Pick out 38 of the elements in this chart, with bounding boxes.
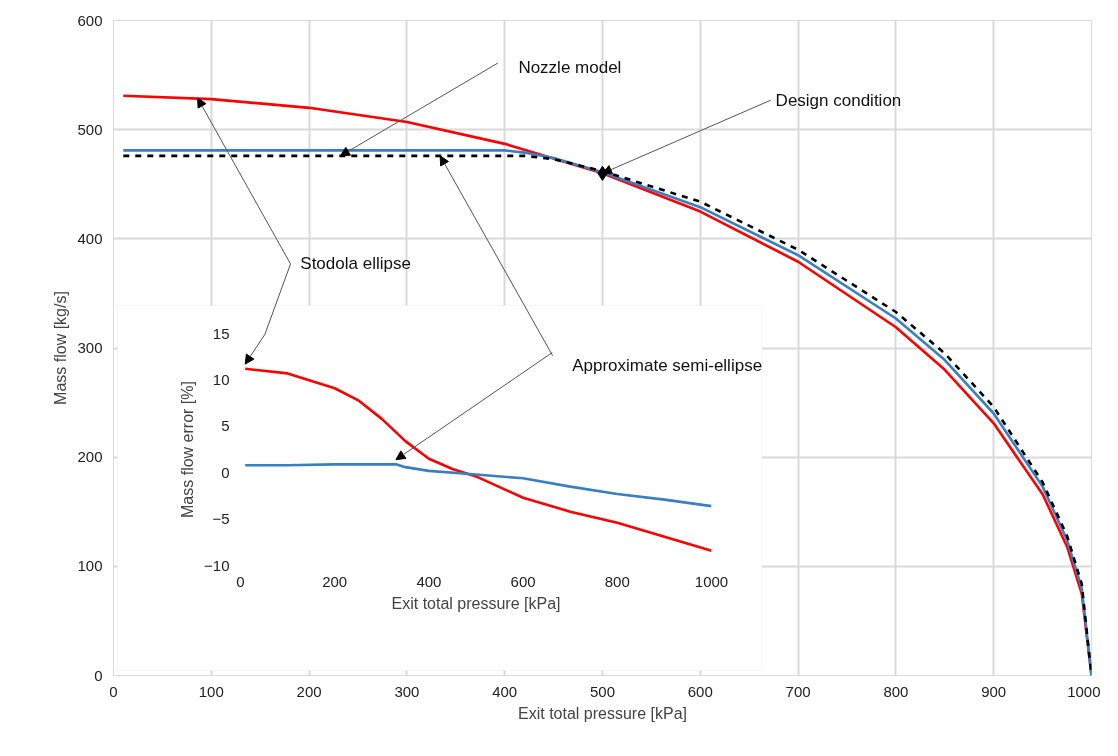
x-tick-label: 800 [883, 682, 909, 700]
x-tick-label: 400 [416, 572, 442, 590]
x-tick-label: 1000 [1067, 682, 1101, 700]
y-axis-title: Mass flow error [%] [179, 381, 197, 518]
x-tick-label: 1000 [694, 572, 729, 590]
x-tick-label: 900 [981, 682, 1007, 700]
x-tick-label: 200 [296, 682, 322, 700]
y-tick-label: 15 [212, 324, 230, 342]
x-tick-label: 300 [394, 682, 420, 700]
x-tick-label: 600 [510, 572, 536, 590]
y-tick-label: −5 [212, 510, 230, 528]
x-tick-label: 500 [589, 682, 616, 700]
x-tick-label: 700 [785, 682, 811, 700]
x-tick-label: 600 [687, 682, 713, 700]
annotation: Approximate semi-ellipse [572, 355, 763, 375]
line-series [243, 463, 712, 508]
y-tick-label: 0 [94, 666, 103, 684]
y-tick-label: 0 [221, 463, 230, 481]
annotation: Stodola ellipse [300, 254, 411, 274]
x-tick-label: 200 [322, 572, 348, 590]
x-axis-title: Exit total pressure [kPa] [391, 594, 561, 612]
y-tick-label: 100 [77, 557, 103, 575]
x-tick-label: 800 [604, 572, 630, 590]
y-tick-label: 300 [77, 339, 103, 356]
annotation: Nozzle model [518, 57, 622, 77]
x-tick-label: 0 [236, 572, 245, 590]
y-tick-label: 400 [77, 229, 103, 247]
y-tick-label: 500 [77, 120, 103, 138]
x-tick-label: 0 [109, 682, 118, 700]
y-tick-label: −10 [204, 556, 230, 574]
y-axis-title: Mass flow [kg/s] [52, 291, 70, 405]
y-tick-label: 10 [212, 370, 230, 388]
y-tick-label: 200 [77, 448, 103, 466]
x-axis-title: Exit total pressure [kPa] [518, 704, 687, 722]
x-tick-label: 400 [492, 682, 518, 700]
y-tick-label: 5 [221, 417, 230, 435]
y-tick-label: 600 [77, 11, 103, 29]
annotation: Design condition [775, 90, 902, 110]
